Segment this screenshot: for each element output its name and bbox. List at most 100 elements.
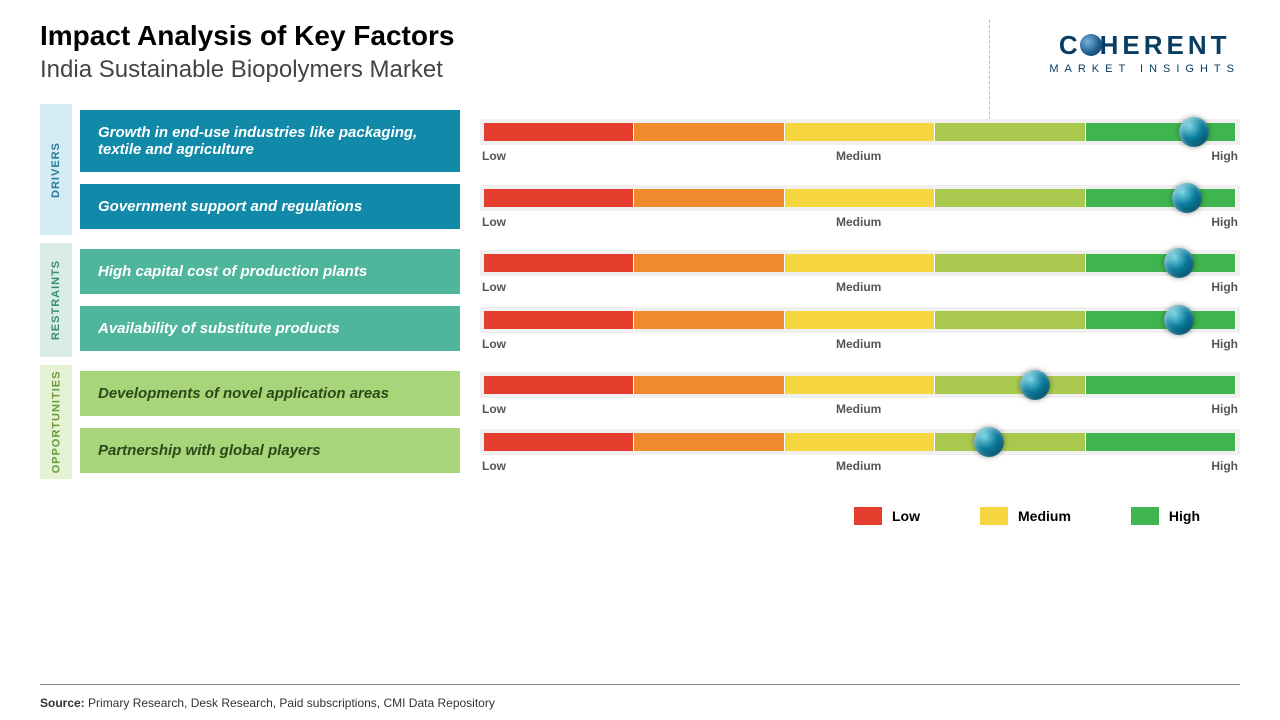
scale-segment (785, 311, 935, 329)
scale-label-low: Low (482, 215, 506, 229)
scale-labels: Low Medium High (480, 280, 1240, 294)
factors-list: High capital cost of production plants Lo… (80, 243, 1240, 357)
header-divider (989, 20, 990, 130)
scale-label-high: High (1211, 280, 1238, 294)
globe-icon (1080, 34, 1102, 56)
scale-labels: LowMediumHigh (480, 215, 1240, 229)
scale-label-medium: Medium (836, 402, 881, 416)
scale-label-low: Low (482, 280, 506, 294)
scale-labels: Low Medium High (480, 337, 1240, 351)
logo-text-post: HERENT (1100, 30, 1231, 60)
category-opportunities: OPPORTUNITIES Developments of novel appli… (40, 365, 1240, 479)
scale-segment (785, 433, 935, 451)
scale-label-medium: Medium (836, 149, 881, 163)
factors-container: DRIVERS Growth in end-use industries like… (40, 104, 1240, 487)
scale-segment (634, 123, 784, 141)
impact-scale-bar (480, 307, 1240, 333)
scale-segment (935, 311, 1085, 329)
legend-label: Medium (1018, 508, 1071, 524)
legend-swatch (1131, 507, 1159, 525)
category-drivers: DRIVERS Growth in end-use industries like… (40, 104, 1240, 235)
legend-label: Low (892, 508, 920, 524)
scale-segment (1086, 123, 1236, 141)
factors-list: Growth in end-use industries like packag… (80, 104, 1240, 235)
scale-segment (785, 376, 935, 394)
category-label-text: OPPORTUNITIES (50, 371, 62, 474)
category-label-text: RESTRAINTS (50, 260, 62, 340)
scale-segment (484, 433, 634, 451)
scale-segment (935, 123, 1085, 141)
legend: Low Medium High (40, 507, 1240, 525)
category-label-restraints: RESTRAINTS (40, 243, 72, 357)
impact-scale-bar (480, 372, 1240, 398)
impact-marker (1172, 183, 1202, 213)
factors-list: Developments of novel application areas L… (80, 365, 1240, 479)
scale-segment (634, 433, 784, 451)
factor-label: Availability of substitute products (80, 306, 460, 351)
category-label-text: DRIVERS (50, 142, 62, 198)
scale-wrap: LowMediumHigh (480, 110, 1240, 172)
scale-labels: LowMediumHigh (480, 459, 1240, 473)
scale-segment (1086, 311, 1236, 329)
legend-swatch (980, 507, 1008, 525)
impact-marker (1020, 370, 1050, 400)
scale-segment (484, 311, 634, 329)
source-note: Source: Primary Research, Desk Research,… (40, 696, 495, 710)
source-prefix: Source: (40, 696, 85, 710)
scale-segment (484, 189, 634, 207)
scale-label-high: High (1211, 337, 1238, 351)
scale-labels: LowMediumHigh (480, 149, 1240, 163)
factor-label: Government support and regulations (80, 184, 460, 229)
scale-segment (785, 123, 935, 141)
brand-logo: CHERENT MARKET INSIGHTS (1049, 30, 1240, 75)
source-text: Primary Research, Desk Research, Paid su… (85, 696, 495, 710)
impact-scale-bar (480, 119, 1240, 145)
scale-label-medium: Medium (836, 337, 881, 351)
legend-item: Medium (980, 507, 1071, 525)
scale-segment (634, 254, 784, 272)
scale-segment (935, 376, 1085, 394)
impact-scale-bar (480, 429, 1240, 455)
footer-divider (40, 684, 1240, 685)
scale-label-medium: Medium (836, 215, 881, 229)
logo-text-pre: C (1059, 30, 1082, 60)
scale-label-low: Low (482, 459, 506, 473)
scale-segment (935, 254, 1085, 272)
scale-wrap: Low Medium High (480, 249, 1240, 294)
scale-segment (1086, 376, 1236, 394)
scale-segment (634, 311, 784, 329)
impact-marker (1179, 117, 1209, 147)
category-restraints: RESTRAINTS High capital cost of productio… (40, 243, 1240, 357)
scale-segment (1086, 433, 1236, 451)
factor-row: Government support and regulations Low Med… (80, 184, 1240, 229)
scale-segment (1086, 189, 1236, 207)
scale-segment (935, 189, 1085, 207)
scale-segment (634, 376, 784, 394)
factor-label: Partnership with global players (80, 428, 460, 473)
scale-labels: Low Medium High (480, 402, 1240, 416)
impact-scale-bar (480, 185, 1240, 211)
factor-row: Availability of substitute products Low Me… (80, 306, 1240, 351)
scale-label-medium: Medium (836, 280, 881, 294)
factor-label: Developments of novel application areas (80, 371, 460, 416)
scale-label-high: High (1211, 402, 1238, 416)
scale-wrap: LowMediumHigh (480, 428, 1240, 473)
scale-label-low: Low (482, 337, 506, 351)
impact-scale-bar (480, 250, 1240, 276)
scale-label-low: Low (482, 402, 506, 416)
legend-item: High (1131, 507, 1200, 525)
factor-label: High capital cost of production plants (80, 249, 460, 294)
factor-label: Growth in end-use industries like packag… (80, 110, 460, 172)
scale-segment (785, 254, 935, 272)
header: Impact Analysis of Key Factors India Sus… (40, 20, 1240, 84)
factor-row: Developments of novel application areas L… (80, 371, 1240, 416)
factor-row: High capital cost of production plants Lo… (80, 249, 1240, 294)
scale-wrap: Low Medium High (480, 371, 1240, 416)
scale-segment (1086, 254, 1236, 272)
legend-item: Low (854, 507, 920, 525)
factor-row: Growth in end-use industries like packag… (80, 110, 1240, 172)
scale-segment (634, 189, 784, 207)
impact-marker (974, 427, 1004, 457)
scale-segment (935, 433, 1085, 451)
scale-segment (484, 376, 634, 394)
